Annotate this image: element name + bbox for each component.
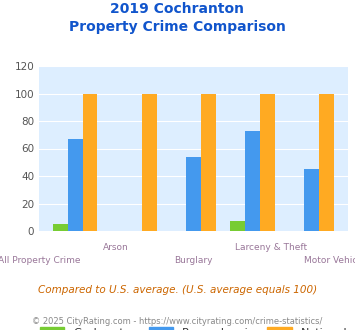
Bar [83, 93, 97, 231]
Bar [201, 93, 215, 231]
Text: 2019 Cochranton: 2019 Cochranton [110, 2, 245, 16]
Bar [230, 221, 245, 231]
Bar [245, 131, 260, 231]
Bar [142, 93, 157, 231]
Text: Motor Vehicle Theft: Motor Vehicle Theft [304, 256, 355, 265]
Text: All Property Crime: All Property Crime [0, 256, 80, 265]
Bar [319, 93, 334, 231]
Text: Compared to U.S. average. (U.S. average equals 100): Compared to U.S. average. (U.S. average … [38, 285, 317, 295]
Text: Larceny & Theft: Larceny & Theft [235, 243, 307, 251]
Text: Property Crime Comparison: Property Crime Comparison [69, 20, 286, 34]
Bar [186, 157, 201, 231]
Text: Arson: Arson [103, 243, 129, 251]
Legend: Cochranton, Pennsylvania, National: Cochranton, Pennsylvania, National [36, 322, 351, 330]
Bar [68, 139, 83, 231]
Text: Burglary: Burglary [174, 256, 213, 265]
Bar [53, 224, 68, 231]
Bar [260, 93, 275, 231]
Text: © 2025 CityRating.com - https://www.cityrating.com/crime-statistics/: © 2025 CityRating.com - https://www.city… [32, 317, 323, 326]
Bar [304, 169, 319, 231]
